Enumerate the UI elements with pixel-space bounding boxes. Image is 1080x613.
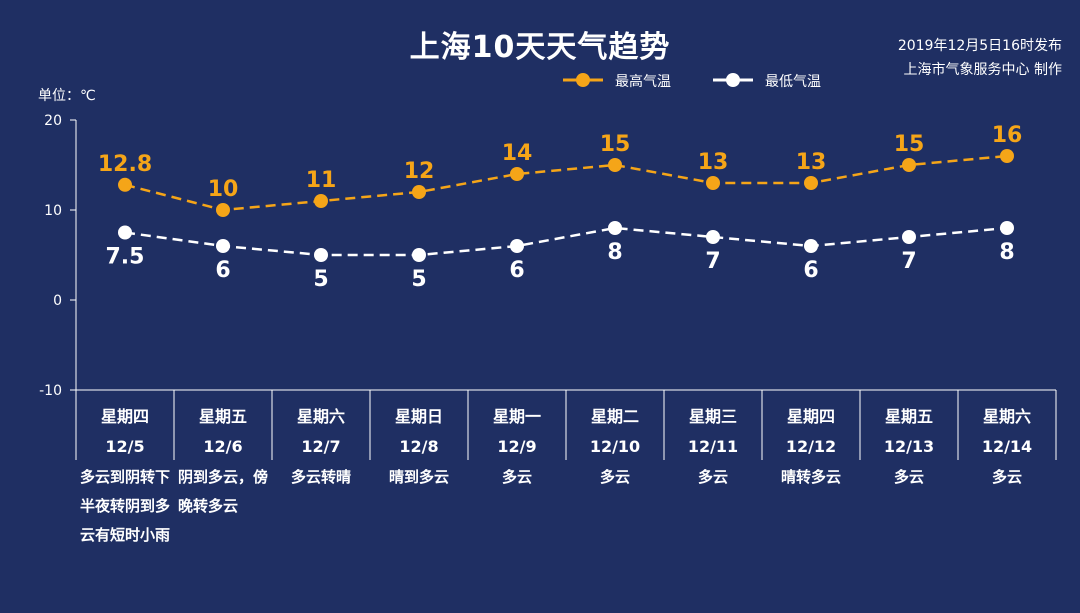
high-temp-label: 12.8 — [98, 152, 152, 177]
low-temp-label: 5 — [411, 267, 426, 292]
y-tick-label: 0 — [53, 293, 62, 309]
weather-description: 晴转多云 — [780, 468, 841, 486]
publish-time: 2019年12月5日16时发布 — [897, 38, 1062, 54]
unit-label: 单位：℃ — [38, 88, 96, 104]
weather-description: 阴到多云，傍晚转多云 — [178, 468, 269, 515]
y-tick-label: 10 — [44, 203, 62, 219]
date-label: 12/8 — [399, 437, 438, 456]
low-temp-point — [216, 239, 230, 253]
low-temp-point — [510, 239, 524, 253]
high-temp-point — [314, 194, 328, 208]
series-line-low — [124, 226, 1008, 257]
date-label: 12/5 — [105, 437, 144, 456]
weekday-label: 星期五 — [885, 407, 933, 426]
series-line-high — [124, 154, 1008, 212]
weekday-label: 星期四 — [787, 407, 835, 426]
low-temp-point — [706, 230, 720, 244]
weather-description: 多云到阴转下半夜转阴到多云有短时小雨 — [80, 468, 171, 544]
low-temp-label: 8 — [607, 240, 622, 265]
chart-title: 上海10天天气趋势 — [409, 30, 671, 65]
weather-description: 多云转晴 — [290, 468, 351, 486]
high-temp-point — [608, 158, 622, 172]
legend-entry: 最低气温 — [765, 74, 821, 90]
high-temp-label: 15 — [894, 132, 925, 157]
legend-entry: 最高气温 — [615, 73, 671, 90]
low-temp-point — [118, 225, 132, 240]
weekday-label: 星期三 — [689, 407, 737, 426]
publish-info: 2019年12月5日16时发布 上海市气象服务中心 制作 — [898, 34, 1062, 82]
low-temp-label: 8 — [999, 240, 1014, 265]
date-label: 12/9 — [497, 437, 536, 456]
weekday-label: 星期六 — [983, 407, 1031, 426]
high-temp-point — [902, 158, 916, 172]
low-temp-label: 7.5 — [106, 245, 145, 270]
date-label: 12/11 — [688, 437, 738, 456]
high-temp-label: 11 — [306, 168, 337, 193]
low-temp-label: 6 — [803, 258, 818, 283]
weather-description: 多云 — [991, 468, 1022, 486]
high-temp-point — [706, 176, 720, 190]
weekday-label: 星期六 — [297, 407, 345, 426]
weekday-label: 星期二 — [591, 407, 639, 426]
low-temp-point — [804, 239, 818, 253]
high-temp-label: 16 — [992, 123, 1023, 148]
weather-description: 多云 — [697, 468, 728, 486]
low-temp-label: 6 — [509, 258, 524, 283]
date-label: 12/12 — [786, 437, 836, 456]
date-label: 12/6 — [203, 437, 242, 456]
high-temp-label: 10 — [208, 177, 239, 202]
weekday-label: 星期五 — [199, 407, 247, 426]
low-temp-point — [412, 248, 426, 262]
high-temp-label: 14 — [502, 141, 533, 166]
low-temp-label: 5 — [313, 267, 328, 292]
y-tick-label: 20 — [44, 113, 62, 129]
low-temp-point — [1000, 221, 1014, 235]
publisher: 上海市气象服务中心 制作 — [903, 62, 1062, 78]
low-temp-point — [902, 230, 916, 244]
high-temp-point — [804, 176, 818, 190]
high-temp-label: 15 — [600, 132, 631, 157]
low-temp-point — [608, 221, 622, 235]
high-temp-label: 13 — [796, 150, 827, 175]
weather-description: 多云 — [501, 468, 532, 486]
y-tick-label: -10 — [39, 383, 62, 399]
date-label: 12/7 — [301, 437, 340, 456]
weekday-label: 星期四 — [101, 407, 149, 426]
high-temp-label: 12 — [404, 159, 435, 184]
weather-description: 多云 — [893, 468, 924, 486]
high-temp-point — [412, 185, 426, 199]
weather-description: 多云 — [599, 468, 630, 486]
high-temp-point — [216, 203, 230, 217]
low-temp-point — [314, 248, 328, 262]
low-temp-label: 7 — [901, 249, 916, 274]
high-temp-point — [118, 177, 132, 192]
high-temp-point — [510, 167, 524, 181]
date-label: 12/14 — [982, 437, 1032, 456]
legend-marker — [576, 73, 590, 87]
high-temp-point — [1000, 149, 1014, 163]
low-temp-label: 6 — [215, 258, 230, 283]
date-label: 12/13 — [884, 437, 934, 456]
high-temp-label: 13 — [698, 150, 729, 175]
weekday-label: 星期日 — [395, 407, 443, 426]
date-label: 12/10 — [590, 437, 640, 456]
weather-description: 晴到多云 — [388, 468, 449, 486]
legend-marker — [726, 73, 740, 87]
weekday-label: 星期一 — [493, 407, 541, 426]
low-temp-label: 7 — [705, 249, 720, 274]
